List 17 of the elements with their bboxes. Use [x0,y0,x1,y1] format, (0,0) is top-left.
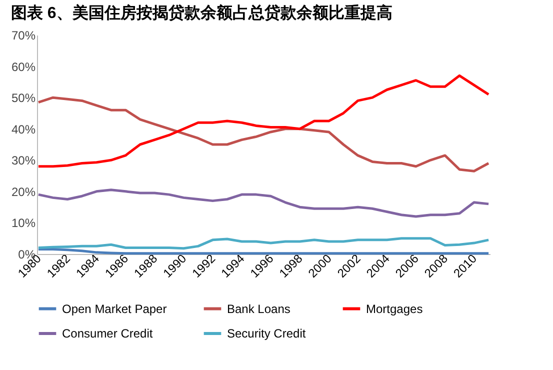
line-series [37,96,490,172]
legend-label: Open Market Paper [62,302,167,316]
y-tick-label: 30% [11,154,36,168]
legend-label: Security Credit [227,326,306,340]
y-tick-label: 40% [11,122,36,136]
line-series [37,188,490,218]
y-tick-label: 20% [11,184,36,199]
legend-label: Bank Loans [227,302,290,316]
legend-label: Mortgages [366,302,423,316]
legend-label: Consumer Credit [62,326,154,340]
line-series [37,237,490,250]
y-tick-label: 60% [11,60,36,74]
y-tick-label: 50% [11,91,36,106]
y-tick-label: 10% [11,216,36,230]
chart-title: 图表 6、美国住房按揭贷款余额占总贷款余额比重提高 [10,3,392,22]
line-series [37,74,490,168]
y-tick-label: 70% [11,28,36,42]
